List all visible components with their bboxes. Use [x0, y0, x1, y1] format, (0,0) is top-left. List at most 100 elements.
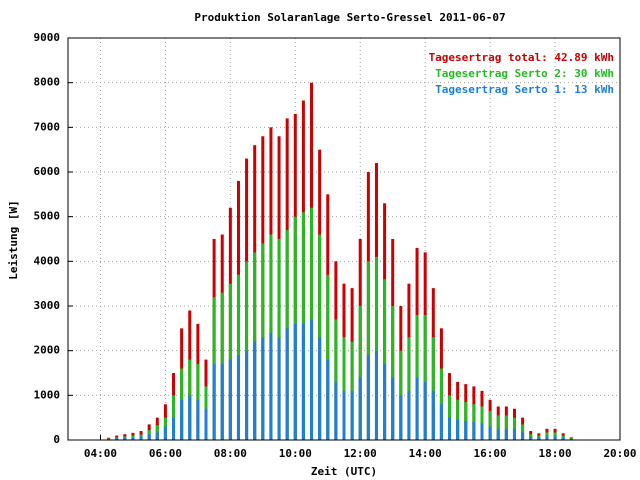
bar: [277, 337, 281, 440]
bar: [391, 306, 395, 440]
x-axis-label: Zeit (UTC): [311, 465, 377, 478]
bar: [374, 350, 378, 440]
bar: [350, 390, 354, 440]
y-tick-label: 2000: [34, 344, 61, 357]
plot-frame: [67, 37, 621, 441]
bar: [545, 436, 549, 440]
y-tick-label: 1000: [34, 388, 61, 401]
bar: [196, 399, 200, 440]
bar: [358, 306, 362, 440]
legend-entry: Tagesertrag Serto 2: 30 kWh: [435, 67, 614, 80]
bar: [423, 381, 427, 440]
bar: [236, 355, 240, 440]
bar: [464, 421, 468, 440]
bar: [318, 337, 322, 440]
bar: [504, 415, 508, 440]
bar: [374, 256, 378, 440]
bar: [220, 364, 224, 440]
bar: [334, 381, 338, 440]
x-tick-label: 20:00: [603, 447, 636, 460]
bar: [512, 428, 516, 440]
bar: [293, 323, 297, 440]
bar: [383, 279, 387, 440]
bar: [545, 432, 549, 440]
bar: [342, 390, 346, 440]
y-tick-label: 8000: [34, 76, 61, 89]
bar: [512, 417, 516, 440]
bar: [285, 328, 289, 440]
bar: [261, 337, 265, 440]
bar: [496, 428, 500, 440]
y-tick-label: 9000: [34, 31, 61, 44]
bar: [480, 423, 484, 440]
bar: [407, 337, 411, 440]
bar: [537, 437, 541, 440]
bar: [326, 274, 330, 440]
bar: [147, 434, 151, 440]
y-tick-label: 5000: [34, 210, 61, 223]
bar: [504, 428, 508, 440]
x-tick-label: 08:00: [214, 447, 247, 460]
bar: [123, 437, 127, 440]
bar: [448, 417, 452, 440]
bar: [131, 437, 135, 440]
bar: [423, 314, 427, 440]
bar: [553, 432, 557, 440]
bar: [163, 426, 167, 440]
bar: [310, 319, 314, 440]
y-tick-label: 0: [53, 433, 60, 446]
bar: [521, 432, 525, 440]
bar: [553, 436, 557, 440]
bar: [155, 432, 159, 440]
bar: [439, 404, 443, 440]
y-tick-label: 7000: [34, 120, 61, 133]
bar: [399, 350, 403, 440]
bar: [521, 424, 525, 440]
bar: [228, 359, 232, 440]
bar: [204, 408, 208, 440]
x-tick-label: 18:00: [538, 447, 571, 460]
bar: [391, 377, 395, 440]
bar: [115, 438, 119, 440]
bar: [269, 332, 273, 440]
bar: [172, 417, 176, 440]
x-tick-label: 04:00: [84, 447, 117, 460]
bar: [358, 377, 362, 440]
x-tick-label: 12:00: [344, 447, 377, 460]
bar: [366, 355, 370, 440]
legend-entry: Tagesertrag total: 42.89 kWh: [429, 51, 614, 64]
bar: [488, 426, 492, 440]
y-axis-label: Leistung [W]: [7, 200, 20, 279]
bar: [407, 390, 411, 440]
bar: [561, 437, 565, 440]
bar: [464, 402, 468, 440]
bar: [488, 410, 492, 440]
bar: [496, 415, 500, 440]
bar: [139, 436, 143, 440]
bar: [366, 261, 370, 440]
bar: [415, 377, 419, 440]
x-tick-label: 06:00: [149, 447, 182, 460]
y-tick-label: 4000: [34, 254, 61, 267]
bar: [431, 337, 435, 440]
y-tick-label: 6000: [34, 165, 61, 178]
bar: [212, 364, 216, 440]
x-tick-label: 16:00: [474, 447, 507, 460]
bar: [253, 341, 257, 440]
bar: [180, 399, 184, 440]
bar: [399, 395, 403, 440]
bar: [472, 422, 476, 440]
bar: [431, 390, 435, 440]
bar: [342, 337, 346, 440]
x-tick-label: 14:00: [409, 447, 442, 460]
bar: [188, 395, 192, 440]
bar: [245, 350, 249, 440]
bar: [456, 419, 460, 440]
y-tick-label: 3000: [34, 299, 61, 312]
bar: [326, 359, 330, 440]
bar: [529, 436, 533, 440]
chart-title: Produktion Solaranlage Serto-Gressel 201…: [194, 11, 505, 24]
legend-entry: Tagesertrag Serto 1: 13 kWh: [435, 83, 614, 96]
bar: [334, 319, 338, 440]
